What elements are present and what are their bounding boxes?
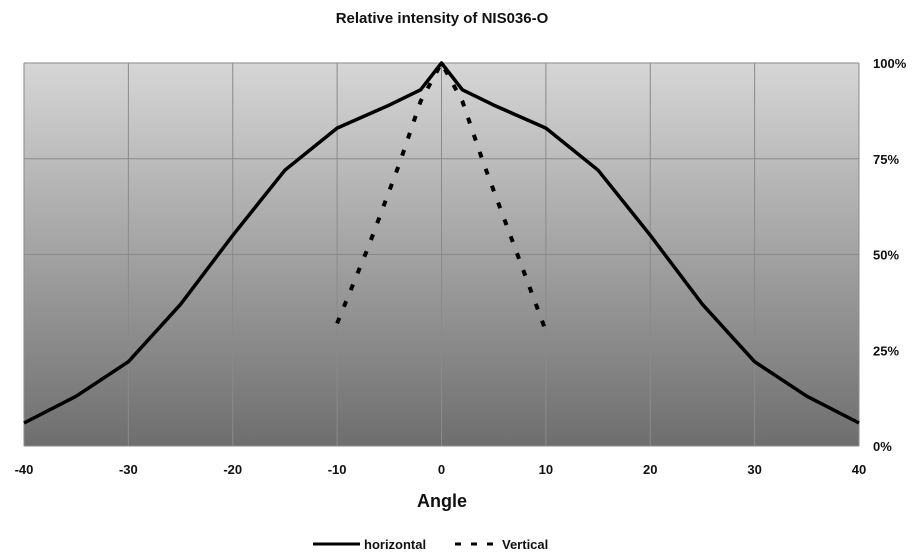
x-axis-label: Angle <box>417 491 467 511</box>
x-tick-label: -20 <box>223 462 242 477</box>
legend-label-vertical: Vertical <box>502 537 548 552</box>
series-line-vertical <box>335 61 548 332</box>
series-group <box>23 61 860 425</box>
legend-label-horizontal: horizontal <box>364 537 426 552</box>
x-tick-label: -10 <box>328 462 347 477</box>
series-line-horizontal <box>23 61 860 425</box>
y-tick-label: 25% <box>873 343 899 358</box>
x-tick-label: -30 <box>119 462 138 477</box>
y-tick-label: 100% <box>873 56 907 71</box>
x-tick-label: 20 <box>643 462 657 477</box>
x-tick-label: 10 <box>539 462 553 477</box>
chart-title: Relative intensity of NIS036-O <box>336 10 549 27</box>
x-tick-label: 0 <box>438 462 445 477</box>
y-tick-label: 75% <box>873 152 899 167</box>
x-tick-label: -40 <box>15 462 34 477</box>
y-axis-ticks: 0% 25% 50% 75% 100% <box>873 56 907 454</box>
x-axis-ticks: -40 -30 -20 -10 0 10 20 30 40 <box>15 462 867 477</box>
y-tick-label: 50% <box>873 248 899 263</box>
x-tick-label: 30 <box>747 462 761 477</box>
x-tick-label: 40 <box>852 462 866 477</box>
legend: horizontal Vertical <box>313 537 548 552</box>
y-tick-label: 0% <box>873 439 892 454</box>
